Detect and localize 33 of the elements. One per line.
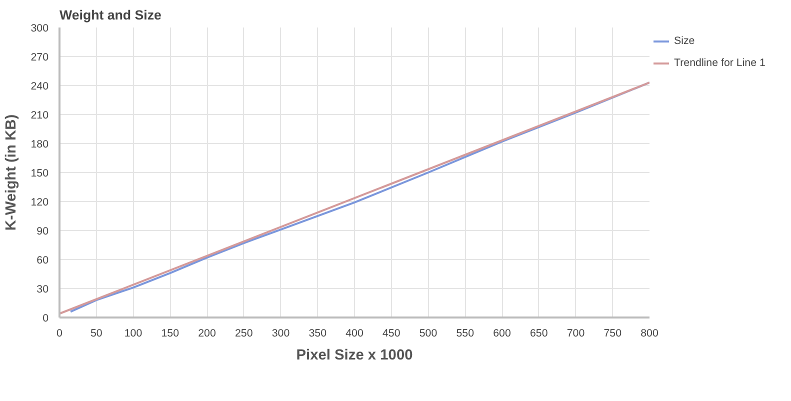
x-tick-label: 0 — [56, 328, 63, 340]
x-tick-label: 700 — [566, 328, 585, 340]
x-tick-label: 800 — [640, 328, 658, 340]
legend-label: Size — [674, 35, 695, 47]
x-tick-label: 350 — [308, 328, 327, 340]
y-tick-label: 30 — [36, 284, 49, 296]
y-tick-label: 0 — [42, 312, 49, 324]
x-tick-label: 650 — [530, 328, 548, 340]
chart-title: Weight and Size — [60, 8, 162, 22]
x-tick-label: 450 — [382, 328, 400, 340]
x-tick-label: 550 — [456, 328, 474, 340]
y-tick-label: 120 — [30, 196, 49, 208]
y-tick-label: 90 — [36, 226, 49, 238]
x-tick-label: 400 — [346, 328, 364, 340]
x-tick-label: 200 — [198, 328, 216, 340]
y-tick-label: 180 — [30, 138, 49, 150]
x-tick-label: 100 — [124, 328, 142, 340]
y-tick-label: 60 — [36, 254, 49, 266]
y-axis-title: K-Weight (in KB) — [4, 114, 20, 231]
x-tick-label: 750 — [604, 328, 622, 340]
x-tick-label: 600 — [493, 328, 511, 340]
legend-label: Trendline for Line 1 — [674, 57, 766, 69]
x-tick-label: 50 — [90, 328, 102, 340]
y-tick-label: 240 — [30, 80, 49, 92]
y-tick-label: 270 — [30, 52, 49, 64]
y-tick-label: 150 — [30, 168, 49, 180]
x-axis-title: Pixel Size x 1000 — [296, 348, 413, 364]
y-tick-label: 300 — [30, 22, 49, 34]
x-tick-label: 150 — [161, 328, 180, 340]
y-tick-label: 210 — [30, 110, 49, 122]
x-tick-label: 250 — [234, 328, 253, 340]
x-tick-label: 500 — [419, 328, 438, 340]
x-tick-label: 300 — [272, 328, 290, 340]
